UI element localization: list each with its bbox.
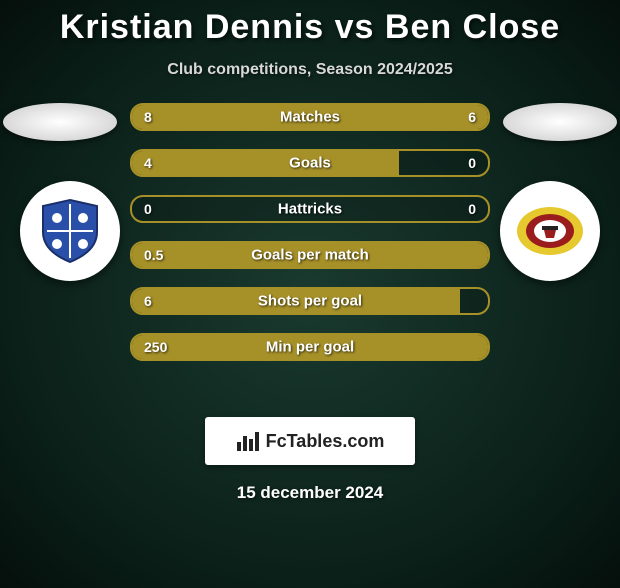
stat-value-left: 250 — [144, 339, 167, 355]
page-title: Kristian Dennis vs Ben Close — [0, 8, 620, 47]
stat-value-left: 0 — [144, 201, 152, 217]
stat-value-left: 0.5 — [144, 247, 163, 263]
subtitle: Club competitions, Season 2024/2025 — [0, 61, 620, 79]
stat-value-right: 0 — [468, 155, 476, 171]
stat-row: 4 0 Goals — [130, 149, 490, 177]
club-crest-left — [20, 181, 120, 281]
stat-row: 0.5 Goals per match — [130, 241, 490, 269]
player-head-right — [503, 103, 617, 141]
stat-value-left: 4 — [144, 155, 152, 171]
stat-label: Matches — [280, 109, 340, 126]
stat-row: 6 Shots per goal — [130, 287, 490, 315]
club-badge-icon — [515, 196, 585, 266]
stat-label: Hattricks — [278, 201, 342, 218]
stat-label: Shots per goal — [258, 293, 362, 310]
stat-value-left: 8 — [144, 109, 152, 125]
brand-text: FcTables.com — [266, 431, 385, 452]
player-head-left — [3, 103, 117, 141]
date-label: 15 december 2024 — [0, 483, 620, 503]
stat-value-right: 0 — [468, 201, 476, 217]
stat-label: Goals — [289, 155, 331, 172]
stat-label: Goals per match — [251, 247, 369, 264]
stat-value-right: 6 — [468, 109, 476, 125]
stat-fill-right — [335, 105, 488, 129]
stat-row: 250 Min per goal — [130, 333, 490, 361]
stat-value-left: 6 — [144, 293, 152, 309]
stat-label: Min per goal — [266, 339, 354, 356]
brand-badge: FcTables.com — [205, 417, 415, 465]
stat-fill-left — [132, 151, 399, 175]
club-crest-right — [500, 181, 600, 281]
stat-row: 8 6 Matches — [130, 103, 490, 131]
stat-row: 0 0 Hattricks — [130, 195, 490, 223]
shield-icon — [35, 196, 105, 266]
bar-chart-icon — [236, 430, 260, 452]
stat-bars: 8 6 Matches 4 0 Goals 0 0 Hattricks 0.5 Goals per … — [130, 103, 490, 361]
comparison-stage: 8 6 Matches 4 0 Goals 0 0 Hattricks 0.5 Goals per … — [0, 103, 620, 403]
